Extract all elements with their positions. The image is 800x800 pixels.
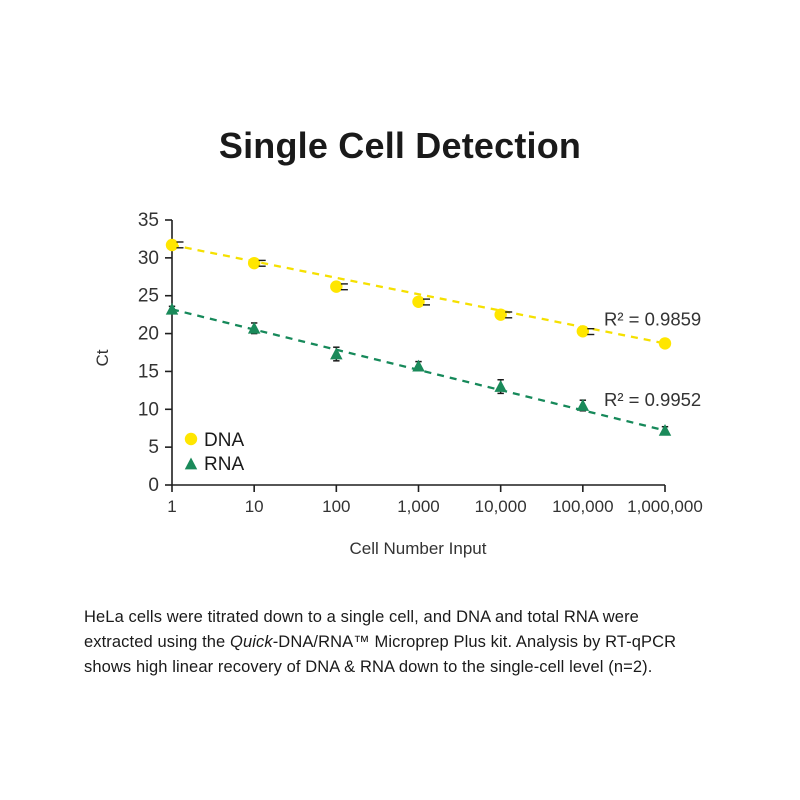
svg-text:5: 5 (148, 437, 159, 458)
svg-text:1,000: 1,000 (397, 497, 440, 516)
svg-text:25: 25 (138, 286, 159, 307)
svg-text:0: 0 (148, 475, 159, 496)
svg-text:1: 1 (167, 497, 176, 516)
svg-text:15: 15 (138, 361, 159, 382)
svg-text:35: 35 (138, 210, 159, 231)
svg-text:30: 30 (138, 248, 159, 269)
svg-text:DNA: DNA (204, 430, 244, 451)
svg-text:1,000,000: 1,000,000 (627, 497, 703, 516)
svg-text:10: 10 (245, 497, 264, 516)
svg-text:Cell Number Input: Cell Number Input (349, 539, 486, 558)
svg-text:100,000: 100,000 (552, 497, 613, 516)
svg-text:10: 10 (138, 399, 159, 420)
svg-text:20: 20 (138, 324, 159, 345)
svg-text:RNA: RNA (204, 454, 244, 475)
svg-text:100: 100 (322, 497, 350, 516)
svg-text:R² = 0.9859: R² = 0.9859 (604, 309, 701, 330)
svg-text:10,000: 10,000 (475, 497, 527, 516)
svg-text:R² = 0.9952: R² = 0.9952 (604, 389, 701, 410)
svg-text:Ct: Ct (93, 349, 112, 366)
